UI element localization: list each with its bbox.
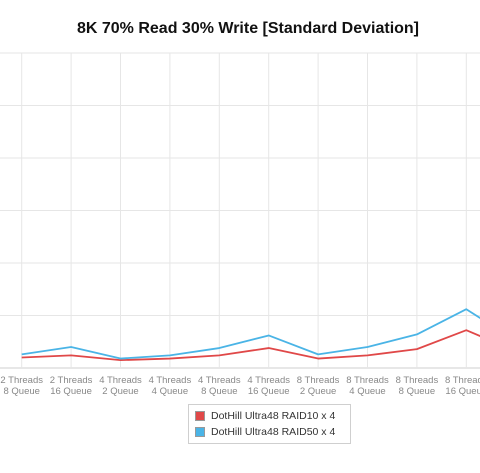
series-line-0	[21, 329, 480, 362]
chart-title: 8K 70% Read 30% Write [Standard Deviatio…	[76, 20, 420, 37]
x-tick-label: 4 Threads 4 Queue	[149, 375, 192, 397]
legend-swatch-raid10	[195, 411, 205, 421]
legend-label-raid50: DotHill Ultra48 RAID50 x 4	[211, 426, 336, 438]
x-tick-label: 4 Threads 8 Queue	[198, 375, 241, 397]
x-tick-label: 8 Threads 2 Queue	[297, 375, 340, 397]
series-layer	[21, 308, 480, 362]
x-tick-label: 4 Threads 2 Queue	[99, 375, 142, 397]
legend-label-raid10: DotHill Ultra48 RAID10 x 4	[211, 410, 336, 422]
x-tick-label: 8 Threads 8 Queue	[396, 375, 439, 397]
x-tick-label: 4 Threads 16 Queue	[247, 375, 290, 397]
legend: DotHill Ultra48 RAID10 x 4 DotHill Ultra…	[188, 404, 351, 444]
x-tick-label: 2 Threads 16 Queue	[50, 375, 93, 397]
series-line-1	[21, 308, 480, 360]
grid	[0, 52, 480, 369]
x-tick-label: 8 Threads 4 Queue	[346, 375, 389, 397]
legend-item-raid10[interactable]: DotHill Ultra48 RAID10 x 4	[195, 408, 344, 424]
x-tick-label: 2 Threads 8 Queue	[0, 375, 43, 397]
legend-item-raid50[interactable]: DotHill Ultra48 RAID50 x 4	[195, 424, 344, 440]
line-chart: 2 Threads 8 Queue 2 Threads 16 Queue 4 Threa…	[0, 52, 480, 397]
x-axis-ticks: 2 Threads 8 Queue 2 Threads 16 Queue 4 Threa…	[0, 375, 480, 397]
legend-swatch-raid50	[195, 427, 205, 437]
